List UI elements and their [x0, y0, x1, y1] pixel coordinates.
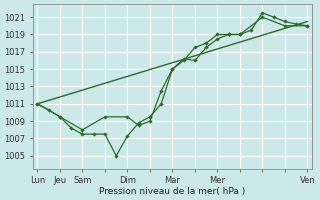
X-axis label: Pression niveau de la mer( hPa ): Pression niveau de la mer( hPa ) — [99, 187, 245, 196]
